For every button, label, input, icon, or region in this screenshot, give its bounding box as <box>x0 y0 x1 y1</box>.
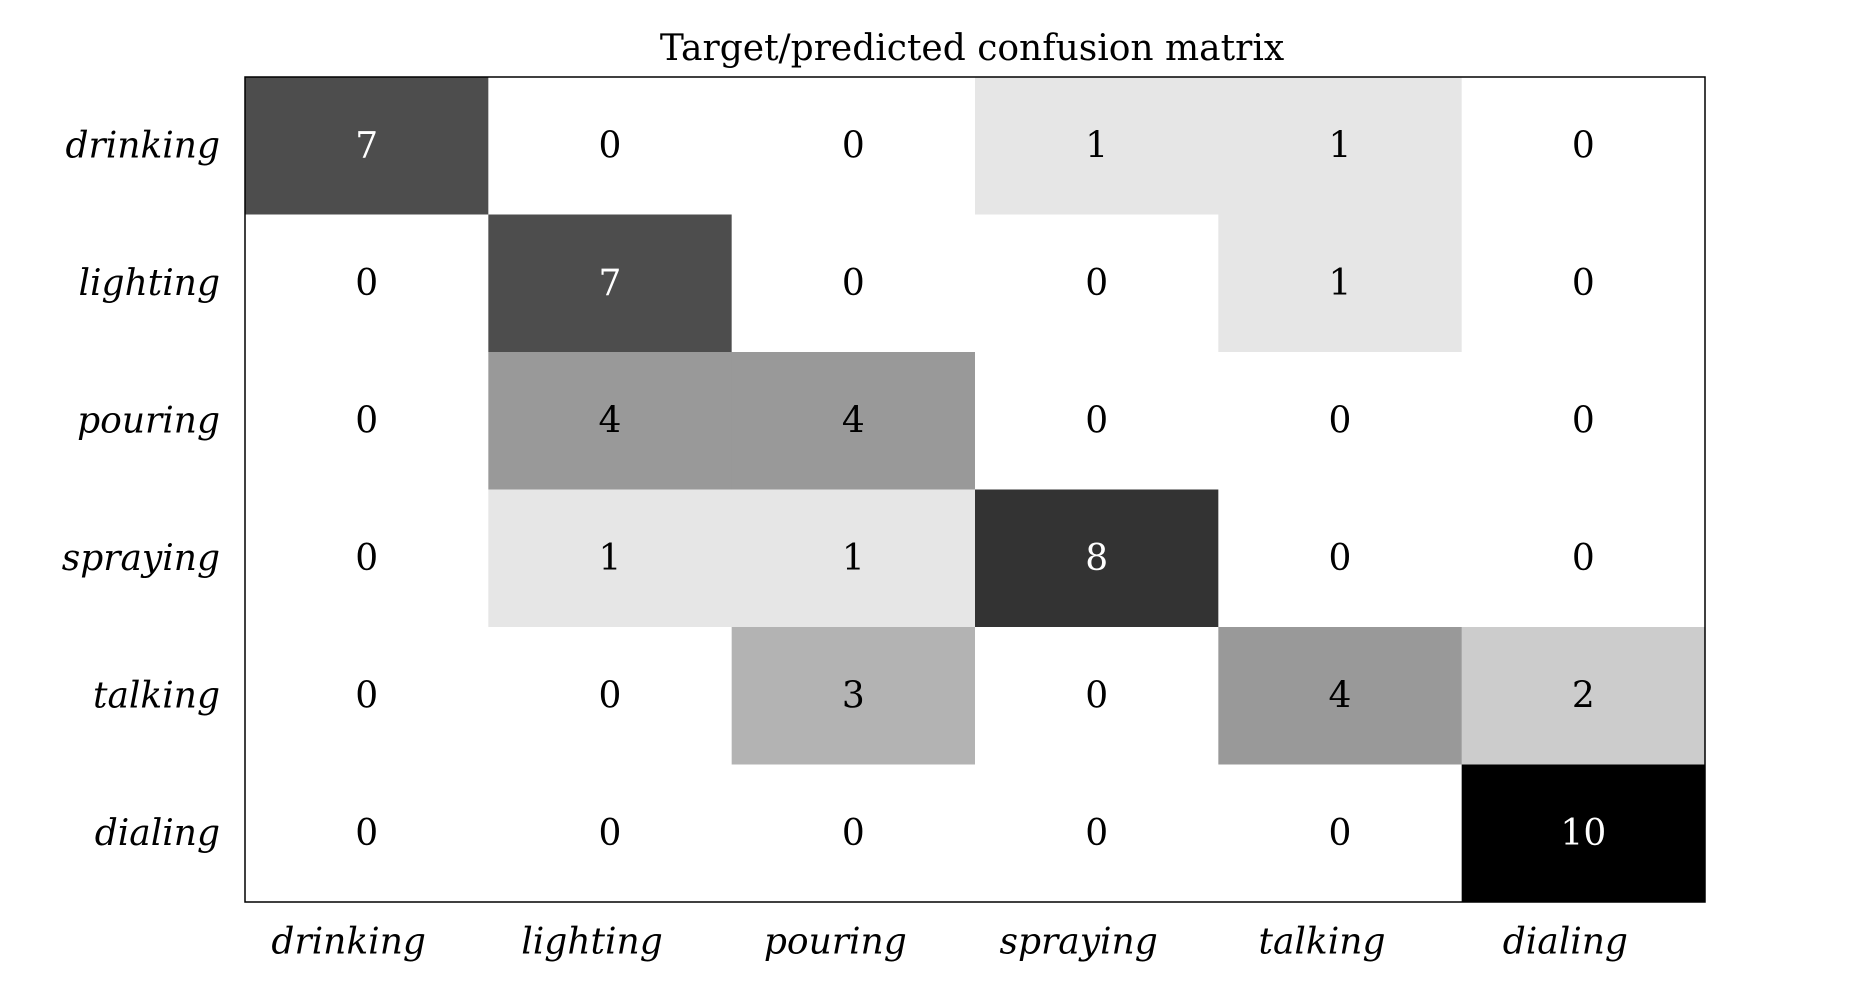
cell-value-label: 0 <box>1572 263 1595 304</box>
cell-value-label: 0 <box>1085 400 1108 441</box>
plot-frame <box>244 76 1706 903</box>
cell-value-label: 1 <box>1329 263 1352 304</box>
cell-value-label: 0 <box>355 675 378 716</box>
y-tick-label: drinking <box>65 125 220 166</box>
heatmap-cell <box>975 214 1219 353</box>
heatmap-cell <box>245 77 489 215</box>
heatmap-cell <box>1218 352 1463 490</box>
cell-value-label: 0 <box>1085 813 1108 854</box>
heatmap-cell <box>975 627 1219 765</box>
heatmap-cell <box>731 627 976 765</box>
y-tick-label: lighting <box>79 263 220 304</box>
cell-value-label: 0 <box>355 813 378 854</box>
heatmap-cell <box>488 489 733 628</box>
heatmap-cell <box>245 627 489 765</box>
cell-value-label: 0 <box>1572 400 1595 441</box>
heatmap-cell <box>245 352 489 490</box>
heatmap-cell <box>975 352 1219 490</box>
heatmap-cell <box>488 214 733 353</box>
heatmap-cell <box>1461 764 1706 903</box>
cell-value-label: 1 <box>842 538 865 579</box>
cell-value-label: 8 <box>1085 538 1108 579</box>
cell-value-label: 4 <box>599 400 622 441</box>
cell-value-label: 0 <box>599 675 622 716</box>
cell-value-label: 0 <box>355 400 378 441</box>
x-tick-label: talking <box>1258 922 1385 963</box>
heatmap-cell <box>1461 489 1706 628</box>
heatmap-cell <box>245 214 489 353</box>
cell-value-label: 0 <box>842 263 865 304</box>
cell-value-label: 0 <box>842 813 865 854</box>
cell-value-label: 2 <box>1572 675 1595 716</box>
x-tick-label: spraying <box>1000 922 1158 963</box>
heatmap-cell <box>488 77 733 215</box>
x-axis-tick-labels: drinking lighting pouring spraying talking di… <box>271 922 1628 963</box>
x-tick-label: lighting <box>521 922 662 963</box>
cell-value-label: 0 <box>355 538 378 579</box>
heatmap-cell <box>245 489 489 628</box>
heatmap-cells <box>245 77 1706 903</box>
heatmap-cell <box>1461 352 1706 490</box>
heatmap-cell <box>731 214 976 353</box>
y-axis-tick-labels: drinking lighting pouring spraying talking di… <box>62 125 220 854</box>
x-tick-label: drinking <box>271 922 426 963</box>
heatmap-cell <box>731 352 976 490</box>
y-tick-label: pouring <box>77 400 220 441</box>
x-tick-label: dialing <box>1503 922 1628 963</box>
cell-value-label: 1 <box>1329 125 1352 166</box>
y-tick-label: dialing <box>95 813 220 854</box>
cell-value-label: 0 <box>599 125 622 166</box>
cell-value-label: 1 <box>599 538 622 579</box>
cell-value-label: 1 <box>1085 125 1108 166</box>
heatmap-cell <box>731 489 976 628</box>
cell-value-label: 7 <box>355 125 378 166</box>
cell-value-label: 0 <box>599 813 622 854</box>
heatmap-cell <box>245 764 489 903</box>
heatmap-cell <box>488 352 733 490</box>
heatmap-cell <box>1461 214 1706 353</box>
cell-value-label: 0 <box>1085 675 1108 716</box>
heatmap-cell <box>975 764 1219 903</box>
cell-value-label: 0 <box>1329 538 1352 579</box>
cell-value-label: 10 <box>1560 813 1606 854</box>
cell-value-label: 0 <box>355 263 378 304</box>
heatmap-cell <box>1461 627 1706 765</box>
heatmap-cell <box>488 627 733 765</box>
cell-value-label: 0 <box>1572 538 1595 579</box>
cell-value-label: 4 <box>842 400 865 441</box>
chart-title: Target/predicted confusion matrix <box>660 28 1284 69</box>
heatmap-cell <box>1218 77 1463 215</box>
cell-value-label: 0 <box>1085 263 1108 304</box>
heatmap-cell <box>1218 764 1463 903</box>
cell-value-label: 0 <box>1329 813 1352 854</box>
heatmap-cell <box>488 764 733 903</box>
y-tick-label: talking <box>93 675 220 716</box>
y-tick-label: spraying <box>62 538 220 579</box>
cell-value-labels: 7 0 0 1 1 00 7 0 0 1 00 4 4 0 0 00 1 1 8 0 00 0 3 0 4 20 0 0 0 0 10 <box>355 125 1606 854</box>
heatmap-cell <box>975 489 1219 628</box>
x-tick-label: pouring <box>764 922 907 963</box>
heatmap-cell <box>1461 77 1706 215</box>
cell-value-label: 0 <box>1329 400 1352 441</box>
cell-value-label: 0 <box>842 125 865 166</box>
heatmap-cell <box>731 764 976 903</box>
heatmap-cell <box>731 77 976 215</box>
heatmap-cell <box>975 77 1219 215</box>
heatmap-cell <box>1218 627 1463 765</box>
heatmap-cell <box>1218 214 1463 353</box>
heatmap-cell <box>1218 489 1463 628</box>
cell-value-label: 4 <box>1329 675 1352 716</box>
cell-value-label: 3 <box>842 675 865 716</box>
cell-value-label: 7 <box>599 263 622 304</box>
cell-value-label: 0 <box>1572 125 1595 166</box>
